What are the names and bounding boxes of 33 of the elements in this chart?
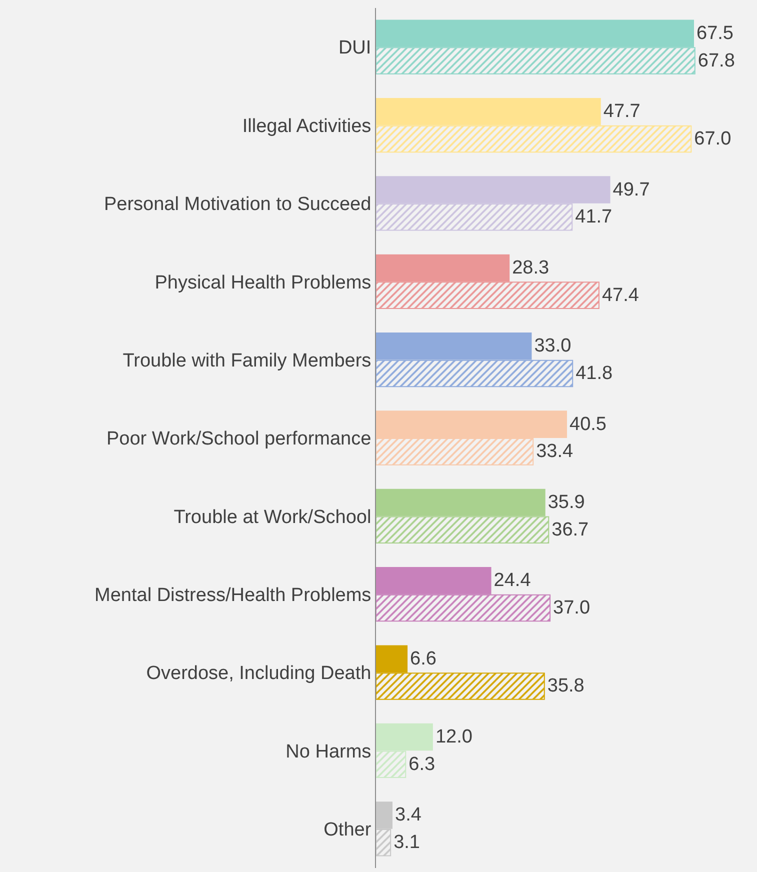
data-label: 12.0 — [435, 726, 472, 748]
data-label: 35.8 — [547, 676, 584, 697]
y-tick-label: Trouble with Family Members — [122, 350, 372, 372]
data-label: 28.3 — [512, 257, 550, 278]
data-label: 49.7 — [612, 179, 650, 200]
data-label: 3.4 — [394, 804, 422, 826]
data-label: 40.5 — [570, 414, 606, 435]
y-tick-label: Mental Distress/Health Problems — [94, 585, 372, 606]
y-tick-label: Trouble at Work/School — [174, 506, 372, 528]
y-tick-label: Overdose, Including Death — [146, 663, 372, 684]
data-label: 35.9 — [548, 492, 585, 513]
data-label: 47.7 — [603, 101, 640, 122]
data-label: 6.6 — [410, 648, 436, 670]
data-label: 41.8 — [576, 363, 613, 384]
y-tick-label: Poor Work/School performance — [106, 428, 372, 450]
data-label: 6.3 — [408, 754, 436, 775]
data-label: 24.4 — [494, 570, 532, 592]
y-tick-label: Illegal Activities — [242, 116, 372, 137]
data-label: 67.5 — [696, 22, 734, 44]
y-tick-label: Personal Motivation to Succeed — [104, 194, 372, 216]
data-label: 3.1 — [394, 832, 420, 854]
data-label: 67.8 — [698, 50, 735, 72]
data-label: 37.0 — [553, 598, 590, 619]
y-tick-label: Other — [324, 820, 372, 841]
data-label: 36.7 — [552, 519, 589, 540]
y-tick-label: Physical Health Problems — [154, 272, 372, 294]
data-label: 67.0 — [694, 128, 732, 150]
data-label: 33.0 — [534, 336, 572, 357]
y-tick-label: DUI — [338, 38, 372, 59]
data-label: 33.4 — [536, 441, 574, 462]
data-label: 47.4 — [602, 284, 640, 306]
data-label: 41.7 — [575, 206, 612, 228]
y-tick-label: No Harms — [286, 741, 372, 762]
